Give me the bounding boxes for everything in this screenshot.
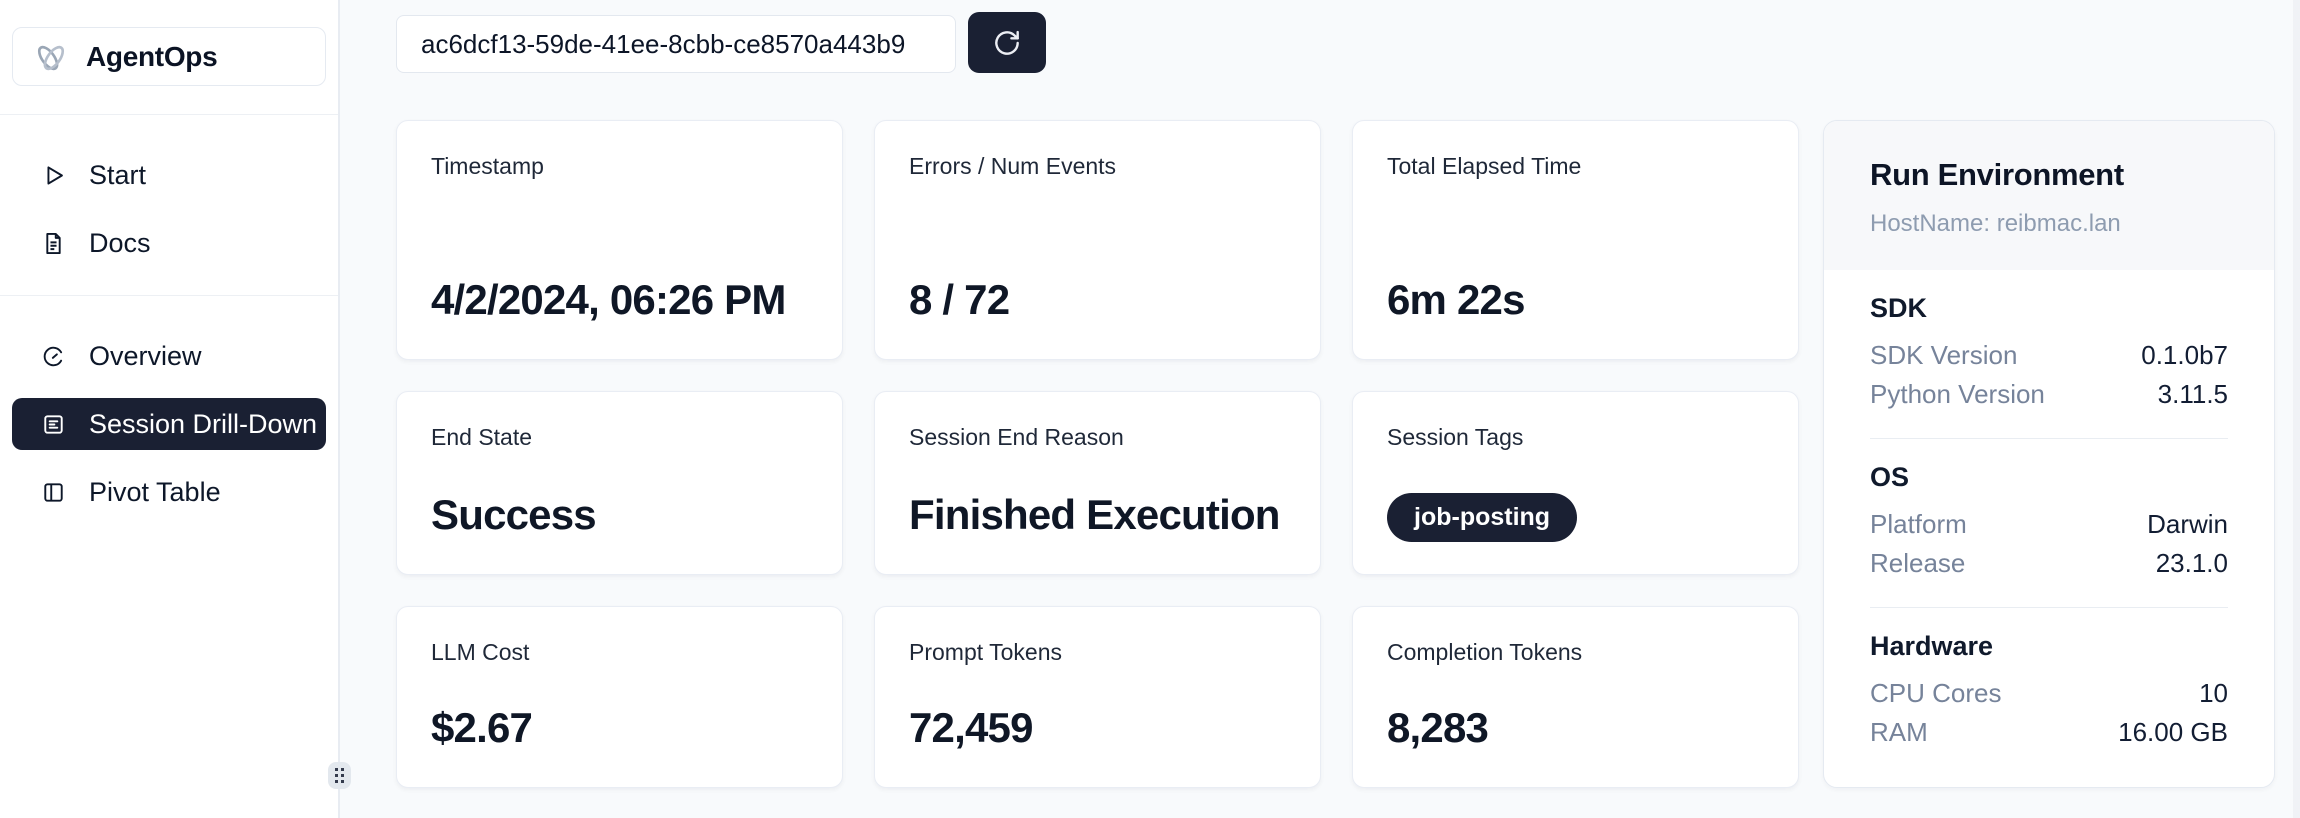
agentops-logo-icon [37, 45, 65, 70]
env-row-label: CPU Cores [1870, 678, 2002, 708]
sidebar-item-label: Pivot Table [89, 476, 221, 507]
env-section-heading: OS [1870, 462, 1910, 492]
metric-cards-grid: Timestamp 4/2/2024, 06:26 PM Errors / Nu… [396, 120, 1799, 788]
card-prompt-tokens: Prompt Tokens 72,459 [874, 606, 1321, 788]
env-row-label: Release [1870, 548, 1966, 578]
env-row-label: RAM [1870, 717, 1928, 747]
sidebar-group-pages: Overview Session Drill-Down Pivot Table [12, 330, 326, 518]
docs-icon [46, 232, 61, 254]
topbar [396, 12, 2300, 73]
env-row-value: 0.1.0b7 [2141, 340, 2228, 370]
metric-value: 6m 22s [1387, 276, 1525, 324]
env-section-hardware: Hardware CPU Cores 10 RAM 16.00 GB [1870, 608, 2228, 776]
metric-value: 4/2/2024, 06:26 PM [431, 276, 786, 324]
sidebar-item-session-drill-down[interactable]: Session Drill-Down [12, 398, 326, 450]
session-id-input[interactable] [396, 15, 956, 73]
metric-label: Prompt Tokens [909, 639, 1062, 665]
env-section-sdk: SDK SDK Version 0.1.0b7 Python Version 3… [1870, 270, 2228, 439]
pivot-table-icon [44, 482, 63, 502]
env-row: Release 23.1.0 [1870, 544, 2228, 583]
env-section-os: OS Platform Darwin Release 23.1.0 [1870, 439, 2228, 608]
sidebar-item-label: Docs [89, 227, 151, 258]
metric-value: $2.67 [431, 704, 533, 752]
run-environment-body: SDK SDK Version 0.1.0b7 Python Version 3… [1824, 270, 2274, 776]
metric-value: Finished Execution [909, 491, 1280, 539]
sidebar-item-pivot-table[interactable]: Pivot Table [12, 466, 326, 518]
sidebar-item-label: Start [89, 159, 147, 190]
card-session-tags: Session Tags job-posting [1352, 391, 1799, 575]
metric-label: Completion Tokens [1387, 639, 1583, 665]
env-row: Python Version 3.11.5 [1870, 375, 2228, 414]
sidebar-group-links: Start Docs [12, 149, 326, 269]
metric-value: 72,459 [909, 704, 1033, 752]
card-session-end-reason: Session End Reason Finished Execution [874, 391, 1321, 575]
sidebar-item-label: Session Drill-Down [89, 408, 318, 439]
play-icon [47, 165, 63, 185]
run-environment-header: Run Environment HostName: reibmac.lan [1824, 121, 2274, 270]
gauge-icon [43, 346, 63, 366]
main-content: Timestamp 4/2/2024, 06:26 PM Errors / Nu… [340, 0, 2300, 818]
run-environment-title: Run Environment [1870, 157, 2124, 192]
env-row: Platform Darwin [1870, 505, 2228, 544]
sidebar-item-overview[interactable]: Overview [12, 330, 326, 382]
logo-text: AgentOps [86, 40, 218, 72]
sidebar-item-docs[interactable]: Docs [12, 217, 326, 269]
sidebar-item-start[interactable]: Start [12, 149, 326, 201]
env-row-value: 10 [2199, 678, 2228, 708]
env-row-value: Darwin [2147, 509, 2228, 539]
env-row-label: Python Version [1870, 379, 2045, 409]
page-scrollbar-track[interactable] [2293, 0, 2300, 818]
metric-label: Total Elapsed Time [1387, 153, 1582, 179]
env-row-value: 3.11.5 [2157, 379, 2228, 409]
card-completion-tokens: Completion Tokens 8,283 [1352, 606, 1799, 788]
card-timestamp: Timestamp 4/2/2024, 06:26 PM [396, 120, 843, 360]
card-end-state: End State Success [396, 391, 843, 575]
env-row: CPU Cores 10 [1870, 674, 2228, 713]
content-row: Timestamp 4/2/2024, 06:26 PM Errors / Nu… [396, 120, 2300, 788]
card-llm-cost: LLM Cost $2.67 [396, 606, 843, 788]
env-row-value: 23.1.0 [2155, 548, 2228, 578]
env-section-heading: SDK [1870, 293, 1928, 323]
refresh-icon [995, 30, 1019, 55]
sidebar-divider [0, 114, 338, 115]
metric-label: Session Tags [1387, 424, 1524, 450]
session-tag-badge: job-posting [1387, 493, 1578, 542]
env-row-label: SDK Version [1870, 340, 2018, 370]
card-total-elapsed-time: Total Elapsed Time 6m 22s [1352, 120, 1799, 360]
sidebar-item-label: Overview [89, 340, 202, 371]
metric-label: Errors / Num Events [909, 153, 1117, 179]
sidebar-divider [0, 295, 338, 296]
hostname-text: HostName: reibmac.lan [1870, 210, 2121, 237]
metric-label: Session End Reason [909, 424, 1124, 450]
metric-label: LLM Cost [431, 639, 530, 665]
env-section-heading: Hardware [1870, 631, 1994, 661]
env-row: RAM 16.00 GB [1870, 713, 2228, 752]
env-row: SDK Version 0.1.0b7 [1870, 336, 2228, 375]
env-row-value: 16.00 GB [2118, 717, 2228, 747]
refresh-button[interactable] [968, 12, 1046, 73]
env-row-label: Platform [1870, 509, 1967, 539]
sidebar-resize-handle[interactable] [328, 762, 351, 789]
metric-value: 8,283 [1387, 704, 1489, 752]
metric-value: 8 / 72 [909, 276, 1010, 324]
card-errors-num-events: Errors / Num Events 8 / 72 [874, 120, 1321, 360]
session-notes-icon [44, 414, 63, 434]
agentops-logo[interactable]: AgentOps [12, 27, 326, 86]
metric-label: Timestamp [431, 153, 544, 179]
metric-value: Success [431, 491, 597, 539]
metric-label: End State [431, 424, 533, 450]
sidebar: AgentOps Start Docs Overview Session Dri… [0, 0, 340, 818]
run-environment-panel: Run Environment HostName: reibmac.lan SD… [1823, 120, 2275, 788]
